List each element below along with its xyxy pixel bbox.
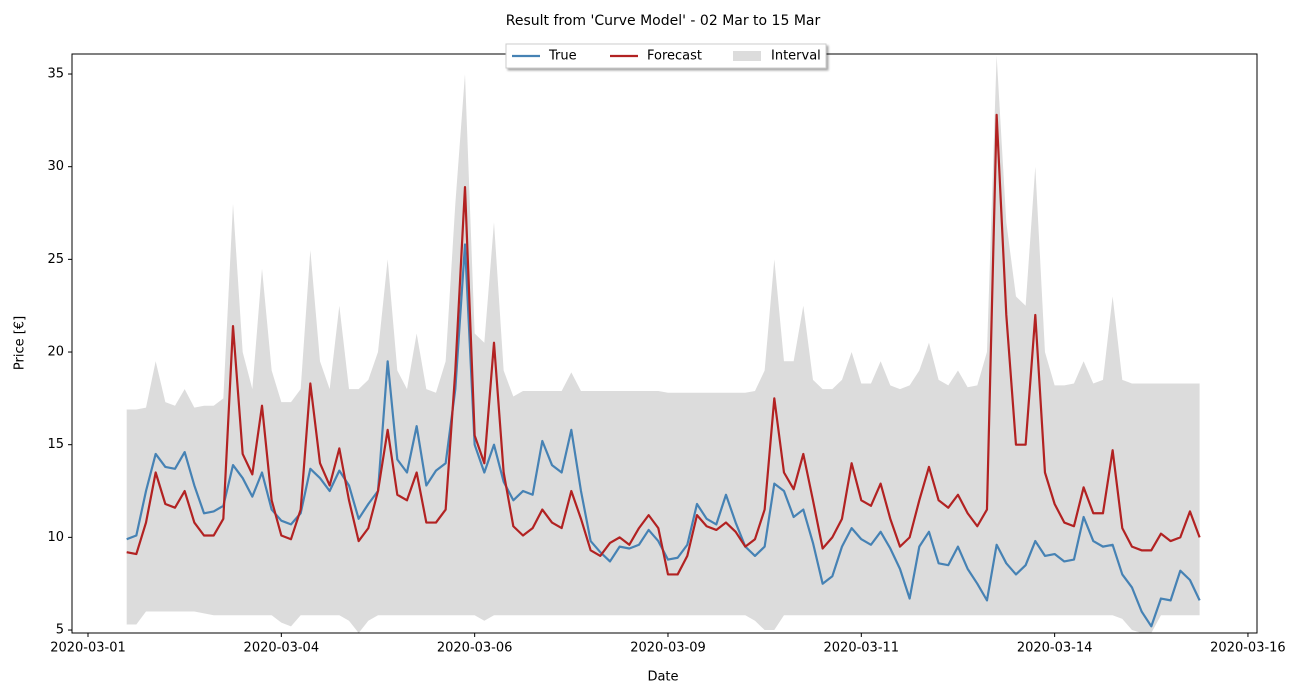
legend-label: True <box>548 49 577 64</box>
x-tick-label: 2020-03-11 <box>824 641 900 656</box>
y-tick-label: 15 <box>47 437 64 452</box>
x-tick-label: 2020-03-16 <box>1210 641 1286 656</box>
y-tick-label: 5 <box>56 623 64 638</box>
chart-title: Result from 'Curve Model' - 02 Mar to 15… <box>506 13 821 29</box>
x-tick-label: 2020-03-04 <box>244 641 320 656</box>
legend: True Forecast Interval <box>505 43 827 69</box>
y-axis-label: Price [€] <box>13 316 28 370</box>
x-tick-label: 2020-03-14 <box>1017 641 1093 656</box>
x-tick-label: 2020-03-01 <box>50 641 126 656</box>
x-axis-label: Date <box>647 670 678 685</box>
x-tick-label: 2020-03-06 <box>437 641 513 656</box>
y-tick-label: 30 <box>47 159 64 174</box>
y-tick-label: 10 <box>47 530 64 545</box>
series-line <box>126 113 1201 576</box>
legend-box <box>505 43 827 69</box>
y-tick-label: 25 <box>47 252 64 267</box>
x-tick-label: 2020-03-09 <box>630 641 706 656</box>
legend-label: Interval <box>771 49 821 64</box>
y-tick-label: 20 <box>47 345 64 360</box>
legend-label: Forecast <box>647 49 702 64</box>
legend-swatch <box>733 51 761 61</box>
y-tick-label: 35 <box>47 67 64 82</box>
plot-area <box>126 55 1201 633</box>
axes: 2020-03-01 2020-03-04 2020-03-06 2020-03-09… <box>47 67 1285 656</box>
interval-band <box>126 55 1200 633</box>
